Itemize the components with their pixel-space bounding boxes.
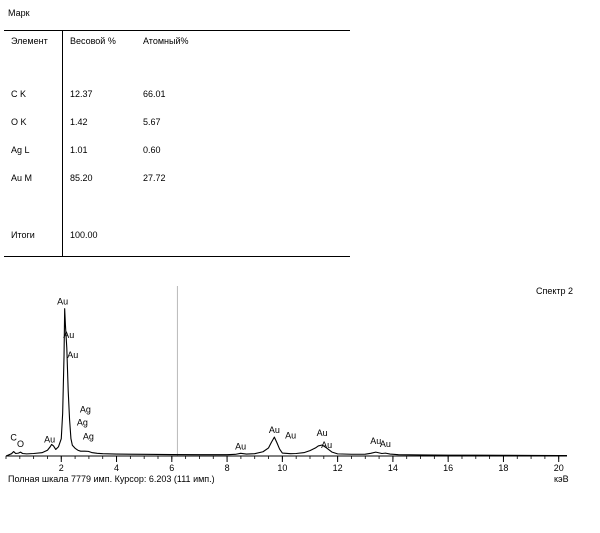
peak-label: Au: [67, 350, 78, 360]
table-cell-weight: 85.20: [70, 173, 93, 183]
peak-label: Au: [44, 434, 55, 444]
spectrum-series-line: [5, 308, 568, 457]
x-tick-label: 16: [443, 463, 453, 473]
table-cell-weight: 1.01: [70, 145, 88, 155]
x-tick-label: 8: [225, 463, 230, 473]
table-total-value: 100.00: [70, 230, 98, 240]
table-bottom-rule: [4, 256, 350, 257]
spectrum-label: Спектр 2: [536, 286, 574, 296]
page-title: Марк: [8, 8, 30, 18]
peak-label: Au: [285, 431, 296, 441]
table-cell-atomic: 27.72: [143, 173, 166, 183]
x-tick-label: 18: [498, 463, 508, 473]
peak-label: Ag: [77, 417, 88, 427]
x-tick-label: 10: [277, 463, 287, 473]
column-header-atomic: Атомный%: [143, 36, 189, 46]
peak-label: Au: [380, 439, 391, 449]
table-cell-weight: 1.42: [70, 117, 88, 127]
peak-label: Au: [317, 428, 328, 438]
table-cell-element: O K: [11, 117, 27, 127]
peak-label: Au: [321, 440, 332, 450]
x-tick-label: 6: [169, 463, 174, 473]
peak-label: Au: [235, 441, 246, 451]
x-tick-label: 14: [388, 463, 398, 473]
column-header-element: Элемент: [11, 36, 48, 46]
table-total-label: Итоги: [11, 230, 35, 240]
table-cell-weight: 12.37: [70, 89, 93, 99]
peak-label: Ag: [83, 431, 94, 441]
peak-label: Ag: [80, 404, 91, 414]
peak-label: O: [17, 439, 24, 449]
table-cell-atomic: 5.67: [143, 117, 161, 127]
peak-label: C: [10, 433, 17, 443]
energy-unit-label: кэВ: [554, 474, 569, 484]
column-header-weight: Весовой %: [70, 36, 116, 46]
table-top-rule: [4, 30, 350, 31]
table-cell-atomic: 0.60: [143, 145, 161, 155]
table-cell-atomic: 66.01: [143, 89, 166, 99]
x-tick-label: 4: [114, 463, 119, 473]
table-column-divider: [62, 30, 63, 256]
table-cell-element: Au M: [11, 173, 33, 183]
peak-label: Au: [57, 297, 68, 307]
peak-label: Au: [370, 436, 381, 446]
peak-label: Au: [269, 425, 280, 435]
x-tick-label: 12: [333, 463, 343, 473]
x-tick-label: 20: [554, 463, 564, 473]
table-cell-element: Ag L: [11, 145, 30, 155]
spectrum-footer-text: Полная шкала 7779 имп. Курсор: 6.203 (11…: [8, 474, 215, 484]
peak-label: Au: [63, 330, 74, 340]
table-cell-element: C K: [11, 89, 27, 99]
x-tick-label: 2: [59, 463, 64, 473]
